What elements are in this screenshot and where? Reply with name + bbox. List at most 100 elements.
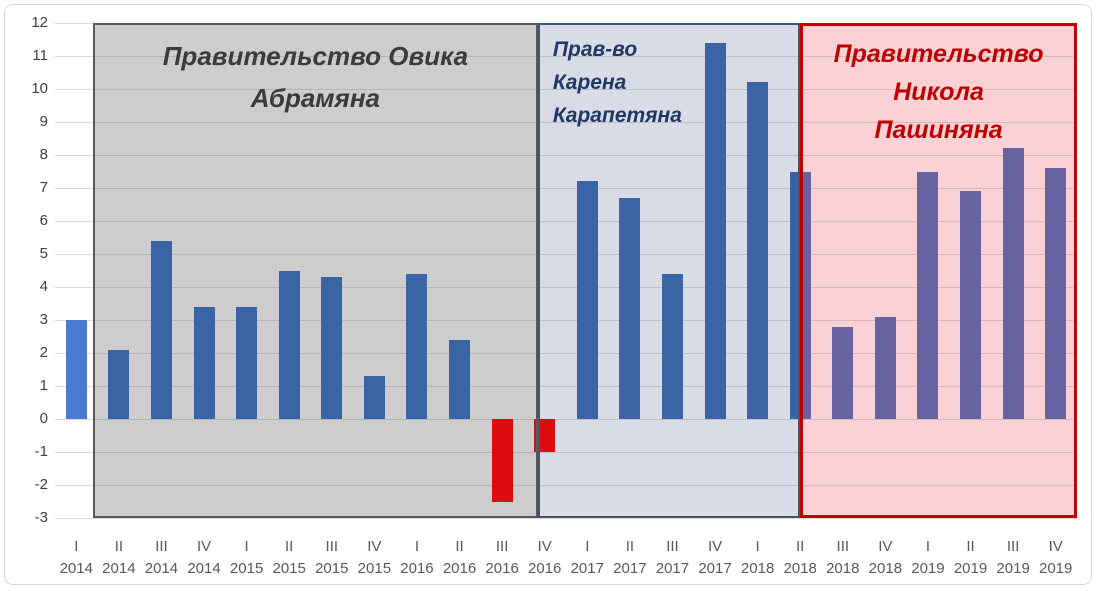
x-tick-quarter: III (325, 538, 339, 555)
x-tick-quarter: I (585, 538, 590, 555)
x-tick-quarter: III (666, 538, 679, 555)
bar-2016-QI (406, 273, 428, 419)
x-tick-quarter: III (836, 538, 850, 555)
x-tick-year: 2014 (187, 560, 221, 577)
x-tick-quarter: I (244, 538, 249, 555)
x-tick-quarter: I (925, 538, 931, 555)
bar-2014-QIV (193, 306, 215, 419)
x-tick-quarter: II (625, 538, 635, 555)
bar-2017-QII (619, 197, 641, 419)
section-title-abrahamyan: Правительство Овика Абрамяна (162, 41, 469, 113)
x-tick-year: 2019 (911, 560, 945, 577)
x-tick-quarter: III (495, 538, 509, 555)
x-tick-quarter: III (1006, 538, 1020, 555)
x-tick-year: 2015 (357, 560, 392, 577)
bar-2016-QIII (491, 419, 513, 502)
x-tick-year: 2016 (442, 560, 477, 577)
y-tick-label: 10 (31, 80, 48, 97)
x-tick-year: 2015 (315, 560, 349, 577)
x-tick-quarter: IV (196, 538, 212, 555)
x-tick-year: 2017 (570, 560, 604, 577)
bar-2017-QIV (704, 42, 726, 419)
bar-2019-QIII (1002, 148, 1024, 419)
y-tick-label: 6 (39, 212, 48, 229)
x-tick-quarter: IV (1048, 538, 1063, 555)
x-tick-quarter: IV (367, 538, 382, 555)
bar-2017-QI (576, 181, 598, 419)
bar-2018-QI (747, 82, 769, 419)
section-border-abrahamyan (92, 23, 538, 518)
y-tick-label: 9 (39, 113, 48, 130)
x-tick-quarter: I (74, 538, 79, 555)
y-tick-label: 11 (32, 47, 48, 64)
x-tick-year: 2016 (528, 560, 562, 577)
y-tick-label: -1 (34, 443, 48, 460)
bar-2018-QIII (832, 326, 854, 419)
y-tick-label: 12 (31, 14, 48, 31)
x-tick-quarter: I (414, 538, 420, 555)
bar-2015-QIII (321, 277, 343, 419)
x-tick-year: 2016 (485, 560, 519, 577)
section-title-karapetyan: Прав-во Карена Карапетяна (552, 38, 682, 127)
x-tick-year: 2019 (953, 560, 988, 577)
bar-2015-QII (278, 270, 300, 419)
section-border-pashinyan (800, 23, 1077, 518)
y-tick-label: 3 (39, 311, 48, 328)
gridline-y--2 (55, 485, 1077, 486)
gridline-y-0 (55, 419, 1077, 420)
y-tick-label: 4 (39, 278, 48, 295)
gridline-y-2 (55, 353, 1077, 354)
y-tick-label: -3 (34, 509, 48, 526)
section-title-pashinyan: Правительство Никола Пашиняна (833, 40, 1044, 144)
x-tick-year: 2017 (698, 560, 732, 577)
x-tick-year: 2015 (272, 560, 306, 577)
x-tick-quarter: II (796, 538, 805, 555)
y-tick-label: 2 (39, 344, 48, 361)
y-tick-label: 7 (39, 179, 48, 196)
gridline-y-4 (55, 287, 1077, 288)
x-tick-quarter: IV (537, 538, 552, 555)
section-background-pashinyan (800, 23, 1077, 518)
x-tick-quarter: III (155, 538, 168, 555)
bar-2015-QIV (363, 376, 385, 419)
gridline-y-11 (55, 56, 1077, 57)
bar-2018-QIV (874, 316, 896, 419)
x-tick-year: 2019 (1039, 560, 1073, 577)
gridline-y-10 (55, 89, 1077, 90)
x-tick-year: 2017 (613, 560, 647, 577)
x-tick-year: 2018 (740, 560, 775, 577)
gridline-y-8 (55, 155, 1077, 156)
y-tick-label: 8 (39, 146, 48, 163)
x-tick-quarter: I (755, 538, 760, 555)
x-tick-year: 2019 (996, 560, 1030, 577)
x-tick-quarter: IV (707, 538, 723, 555)
x-tick-year: 2014 (59, 560, 93, 577)
gridline-y-3 (55, 320, 1077, 321)
x-tick-year: 2018 (783, 560, 817, 577)
bar-2019-QII (960, 191, 982, 419)
y-tick-label: -2 (34, 476, 48, 493)
y-tick-label: 5 (39, 245, 48, 262)
x-tick-year: 2014 (144, 560, 179, 577)
x-tick-quarter: II (114, 538, 124, 555)
x-tick-quarter: II (966, 538, 975, 555)
x-tick-year: 2017 (655, 560, 690, 577)
bar-2016-QII (449, 339, 471, 419)
y-tick-label: 0 (39, 410, 48, 427)
x-tick-year: 2018 (868, 560, 903, 577)
figure-border (4, 4, 1092, 585)
section-border-karapetyan (537, 23, 801, 518)
bar-2014-QI (65, 320, 87, 419)
y-tick-label: 1 (39, 377, 48, 394)
bar-2014-QII (108, 349, 130, 419)
bar-2015-QI (236, 306, 258, 419)
gridline-y-9 (55, 122, 1077, 123)
x-tick-quarter: II (455, 538, 464, 555)
gridline-y-1 (55, 386, 1077, 387)
bar-2014-QIII (150, 240, 172, 419)
x-tick-year: 2016 (400, 560, 434, 577)
bar-2019-QIV (1045, 168, 1067, 419)
gridline-y-5 (55, 254, 1077, 255)
